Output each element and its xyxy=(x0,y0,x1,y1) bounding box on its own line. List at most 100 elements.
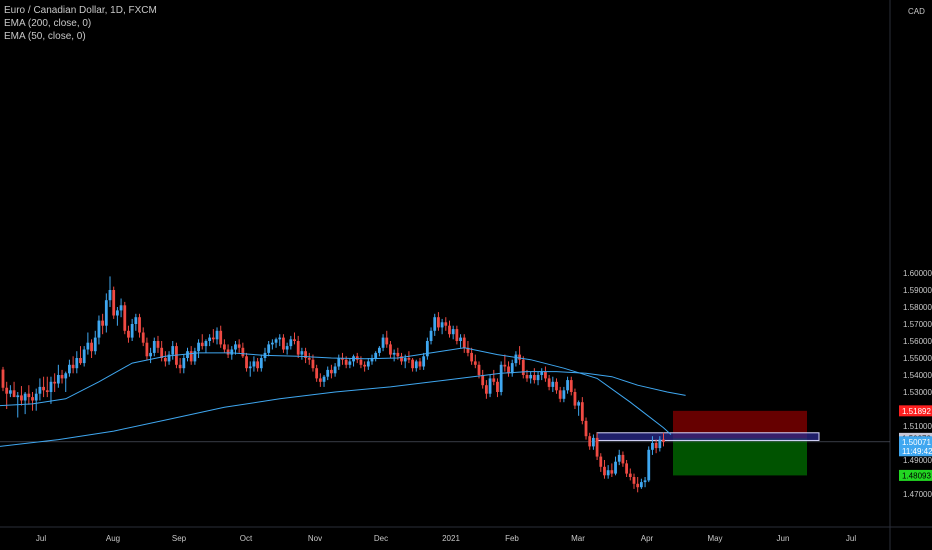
candle xyxy=(389,341,392,358)
candle xyxy=(499,361,503,396)
time-tick-label: Jul xyxy=(846,534,856,543)
price-axis[interactable]: CAD 1.60000 1.59000 1.58000 1.57000 1.56000 1… xyxy=(903,7,932,499)
candle xyxy=(507,361,510,377)
candle xyxy=(392,349,396,362)
candle-body xyxy=(219,330,223,345)
candle xyxy=(418,358,422,370)
price-tick-label: 1.54000 xyxy=(903,371,932,380)
candle-body xyxy=(341,358,344,360)
candle xyxy=(64,371,68,392)
candle-body xyxy=(42,386,45,391)
candle xyxy=(34,388,38,411)
candle xyxy=(411,358,414,372)
candle xyxy=(208,334,212,347)
candle xyxy=(459,334,462,348)
candle xyxy=(496,378,499,398)
candle-body xyxy=(451,329,455,335)
take-profit-zone xyxy=(673,438,807,476)
price-tick-label: 1.57000 xyxy=(903,320,932,329)
candle xyxy=(315,364,319,382)
candle-body xyxy=(643,480,647,483)
candle xyxy=(580,397,584,425)
candle xyxy=(186,347,189,362)
candle xyxy=(75,351,79,374)
candle-body xyxy=(49,381,53,392)
candle xyxy=(518,346,521,365)
candle xyxy=(27,385,31,405)
time-tick-label: Apr xyxy=(641,534,654,543)
candle-body xyxy=(547,378,551,387)
candle xyxy=(544,366,547,382)
candle xyxy=(654,439,658,454)
candle-body xyxy=(241,347,245,357)
candle xyxy=(363,361,367,372)
candle-body xyxy=(639,482,643,488)
candle xyxy=(138,313,141,338)
candle-body xyxy=(636,483,640,488)
candle xyxy=(97,315,101,345)
time-axis[interactable]: Jul Aug Sep Oct Nov Dec 2021 Feb Mar Apr May Jun Jul xyxy=(36,534,856,543)
candle xyxy=(200,334,204,350)
candle-body xyxy=(606,470,610,476)
candle-body xyxy=(518,354,521,360)
candle xyxy=(278,334,282,347)
candle xyxy=(112,286,116,319)
candle-body xyxy=(34,393,38,401)
candle xyxy=(603,460,606,479)
legend-ema50: EMA (50, close, 0) xyxy=(4,31,86,42)
candle xyxy=(651,436,654,455)
candle-body xyxy=(400,356,403,362)
candle-body xyxy=(603,466,606,476)
candle xyxy=(599,453,603,472)
ema200-line xyxy=(0,371,686,447)
candle xyxy=(171,341,175,360)
candle xyxy=(547,375,551,391)
candle-body xyxy=(348,361,352,365)
current-price-label-bg xyxy=(899,436,932,457)
time-tick-label: Jun xyxy=(777,534,790,543)
candle-body xyxy=(381,337,385,348)
price-tick-label: 1.47000 xyxy=(903,490,932,499)
candle-body xyxy=(56,375,60,384)
candle-body xyxy=(595,437,599,457)
price-tick-label: 1.53000 xyxy=(903,388,932,397)
candle xyxy=(610,463,614,477)
candle xyxy=(584,417,588,440)
candle-body xyxy=(448,325,451,335)
candle xyxy=(56,364,60,388)
candle-body xyxy=(569,380,573,392)
candle-body xyxy=(370,358,374,362)
candle xyxy=(12,381,16,398)
candle-body xyxy=(259,358,263,369)
candle xyxy=(68,359,71,377)
candle xyxy=(400,352,403,365)
candle xyxy=(145,337,149,360)
candle xyxy=(215,327,219,345)
currency-label: CAD xyxy=(908,7,925,16)
candle xyxy=(484,380,488,399)
candle xyxy=(632,473,636,489)
candle xyxy=(304,347,307,364)
candle-body xyxy=(488,378,492,394)
candle-body xyxy=(20,395,23,401)
candle-body xyxy=(315,368,319,379)
candle-body xyxy=(473,361,477,365)
candle-body xyxy=(444,322,448,326)
candle-body xyxy=(108,290,112,301)
candle-body xyxy=(355,356,359,360)
candle-body xyxy=(167,354,171,362)
candle xyxy=(79,346,82,365)
candle-body xyxy=(285,346,289,350)
candle xyxy=(234,341,237,355)
time-tick-label: Oct xyxy=(240,534,253,543)
time-tick-label: Mar xyxy=(571,534,585,543)
candle-body xyxy=(256,361,260,369)
time-tick-label: Nov xyxy=(308,534,322,543)
candle xyxy=(381,334,385,352)
candle xyxy=(296,335,300,358)
candle xyxy=(322,375,326,387)
candle xyxy=(643,477,647,488)
candle xyxy=(219,325,223,348)
